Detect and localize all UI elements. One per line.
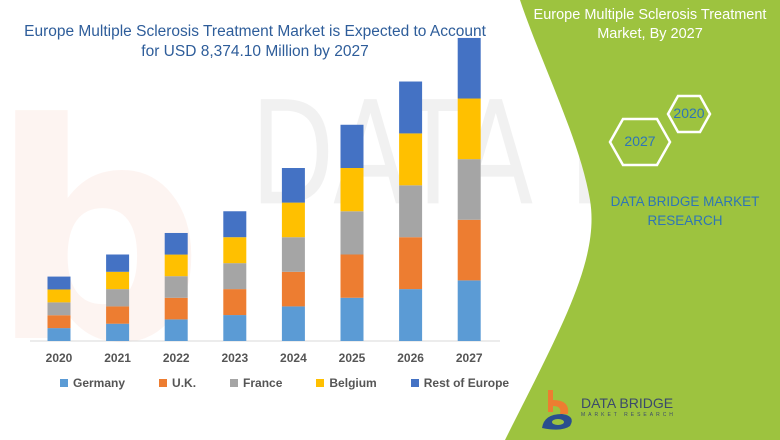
legend-swatch bbox=[60, 379, 68, 387]
bar-segment-rest-of-europe-2027 bbox=[457, 37, 481, 99]
legend-label: Germany bbox=[73, 376, 126, 390]
bar-segment-germany-2023 bbox=[223, 315, 247, 341]
bar-segment-rest-of-europe-2021 bbox=[106, 254, 130, 272]
legend-swatch bbox=[159, 379, 168, 387]
x-tick-label: 2027 bbox=[456, 351, 483, 365]
x-tick-label: 2025 bbox=[339, 351, 366, 365]
bar-segment-u-k--2021 bbox=[106, 306, 130, 324]
data-bridge-logo-icon bbox=[542, 390, 572, 430]
legend-item: U.K. bbox=[159, 376, 196, 390]
hexagon-2027 bbox=[608, 117, 672, 167]
bar-segment-u-k--2023 bbox=[223, 289, 247, 316]
bar-segment-germany-2021 bbox=[106, 323, 130, 341]
bar-segment-germany-2027 bbox=[457, 280, 481, 341]
bar-segment-belgium-2026 bbox=[399, 133, 423, 186]
bar-segment-rest-of-europe-2022 bbox=[164, 232, 188, 255]
bar-segment-rest-of-europe-2024 bbox=[281, 168, 305, 203]
bar-segment-rest-of-europe-2026 bbox=[399, 81, 423, 134]
legend-label: Rest of Europe bbox=[423, 376, 510, 390]
legend-swatch bbox=[230, 379, 239, 387]
legend-item: Belgium bbox=[316, 376, 377, 390]
hex-year-2027: 2027 bbox=[624, 133, 656, 149]
legend-label: Belgium bbox=[329, 376, 377, 390]
bar-segment-france-2025 bbox=[340, 211, 364, 255]
bar-segment-rest-of-europe-2020 bbox=[47, 276, 71, 290]
x-tick-label: 2024 bbox=[280, 351, 307, 365]
bar-segment-u-k--2022 bbox=[164, 297, 188, 320]
bar-segment-belgium-2025 bbox=[340, 168, 364, 212]
bar-segment-germany-2020 bbox=[47, 328, 71, 341]
x-tick-label: 2023 bbox=[221, 351, 248, 365]
bar-segment-belgium-2020 bbox=[47, 289, 71, 303]
bar-segment-germany-2025 bbox=[340, 297, 364, 341]
bar-segment-france-2027 bbox=[457, 159, 481, 220]
bar-segment-france-2020 bbox=[47, 302, 71, 316]
bar-segment-rest-of-europe-2023 bbox=[223, 211, 247, 238]
bar-segment-france-2023 bbox=[223, 263, 247, 290]
hex-year-2020: 2020 bbox=[673, 105, 705, 121]
bar-segment-france-2026 bbox=[399, 185, 423, 238]
legend-label: France bbox=[243, 376, 283, 390]
bar-segment-germany-2026 bbox=[399, 289, 423, 341]
bar-segment-germany-2024 bbox=[281, 306, 305, 341]
bar-segment-u-k--2024 bbox=[281, 271, 305, 307]
x-tick-label: 2022 bbox=[163, 351, 190, 365]
bar-segment-france-2022 bbox=[164, 276, 188, 298]
legend-swatch bbox=[316, 379, 325, 387]
bar-segment-france-2021 bbox=[106, 289, 130, 307]
logo-name: DATA BRIDGE bbox=[581, 395, 674, 411]
bar-segment-rest-of-europe-2025 bbox=[340, 124, 364, 169]
x-tick-label: 2020 bbox=[46, 351, 73, 365]
bar-segment-u-k--2026 bbox=[399, 237, 423, 290]
bar-segment-u-k--2027 bbox=[457, 219, 481, 281]
bar-segment-u-k--2020 bbox=[47, 315, 71, 329]
bar-segment-france-2024 bbox=[281, 237, 305, 272]
brand-text: DATA BRIDGE MARKET RESEARCH bbox=[610, 194, 760, 228]
chart-legend: Germany U.K. France Belgium Rest of Europe bbox=[60, 376, 543, 390]
bar-segment-belgium-2023 bbox=[223, 237, 247, 264]
logo-subtitle: MARKET RESEARCH bbox=[581, 412, 676, 418]
bar-segment-u-k--2025 bbox=[340, 254, 364, 298]
bar-segment-belgium-2022 bbox=[164, 254, 188, 277]
legend-item: Rest of Europe bbox=[410, 376, 510, 390]
bar-segment-belgium-2024 bbox=[281, 202, 305, 238]
bar-segment-belgium-2027 bbox=[457, 98, 481, 160]
bar-segment-germany-2022 bbox=[164, 319, 188, 341]
chart-title: Europe Multiple Sclerosis Treatment Mark… bbox=[24, 23, 486, 60]
legend-swatch bbox=[410, 379, 419, 387]
panel-title: Europe Multiple Sclerosis Treatment Mark… bbox=[533, 7, 767, 42]
hexagon-2020 bbox=[666, 94, 712, 134]
bar-segment-belgium-2021 bbox=[106, 271, 130, 290]
legend-item: Germany bbox=[60, 376, 125, 390]
x-tick-label: 2026 bbox=[397, 351, 424, 365]
legend-label: U.K. bbox=[172, 376, 197, 390]
x-tick-label: 2021 bbox=[104, 351, 131, 365]
legend-item: France bbox=[230, 376, 282, 390]
